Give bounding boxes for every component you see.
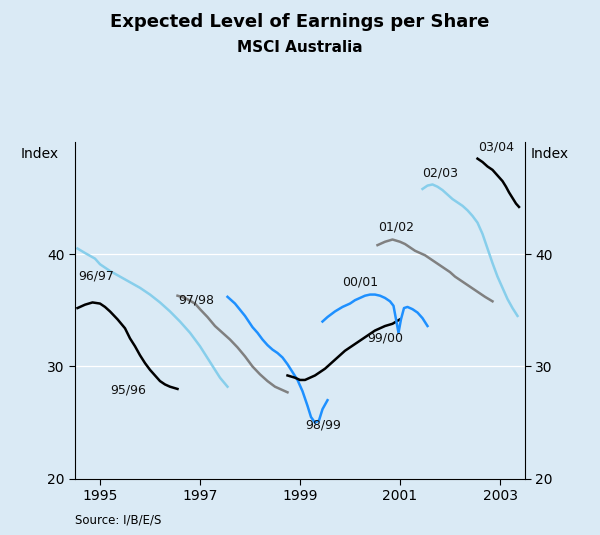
Text: Source: I/B/E/S: Source: I/B/E/S	[75, 514, 161, 527]
Text: 96/97: 96/97	[79, 269, 115, 282]
Text: 02/03: 02/03	[422, 167, 458, 180]
Text: 01/02: 01/02	[379, 221, 415, 234]
Text: 03/04: 03/04	[479, 140, 515, 153]
Text: Index: Index	[531, 147, 569, 161]
Text: 98/99: 98/99	[305, 419, 341, 432]
Text: 97/98: 97/98	[179, 294, 215, 307]
Text: 00/01: 00/01	[343, 276, 379, 289]
Text: Index: Index	[21, 147, 59, 161]
Text: Expected Level of Earnings per Share: Expected Level of Earnings per Share	[110, 13, 490, 32]
Text: MSCI Australia: MSCI Australia	[237, 40, 363, 55]
Text: 99/00: 99/00	[368, 331, 404, 344]
Text: 95/96: 95/96	[110, 384, 146, 397]
